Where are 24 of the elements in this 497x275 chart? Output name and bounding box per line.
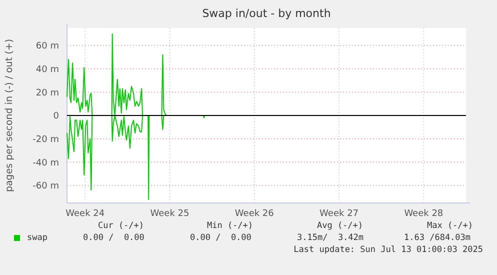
y-tick-label: -40 m: [32, 158, 59, 168]
text: Max (-/+): [426, 221, 474, 231]
text: Avg (-/+): [316, 221, 364, 231]
y-tick-label: 60 m: [36, 42, 59, 52]
text: Min (-/+): [206, 221, 254, 231]
y-tick-label: 20 m: [36, 88, 59, 98]
y-axis-title: pages per second in (-) / out (+): [4, 38, 15, 192]
text: Last update: Sun Jul 13 01:00:03 2025: [294, 245, 483, 255]
x-tick-label: Week 26: [234, 209, 274, 219]
x-tick-label: Week 27: [320, 209, 359, 219]
text: Cur (-/+): [98, 221, 144, 231]
y-tick-label: -20 m: [32, 134, 59, 145]
x-tick-label: Week 24: [66, 209, 105, 219]
y-tick-label: 40 m: [36, 64, 59, 75]
x-tick-label: Week 25: [150, 209, 190, 219]
legend-label: swap: [27, 233, 48, 243]
y-tick-label: -60 m: [32, 182, 59, 192]
y-tick-label: 0: [53, 112, 60, 122]
chart-title: Swap in/out - by month: [202, 7, 331, 20]
text: 3.15m/ 3.42m: [297, 233, 364, 243]
text: 1.63 /684.03m: [404, 233, 471, 243]
text: 0.00 / 0.00: [83, 233, 144, 243]
text: 0.00 / 0.00: [190, 233, 252, 243]
x-tick-label: Week 28: [404, 209, 444, 219]
